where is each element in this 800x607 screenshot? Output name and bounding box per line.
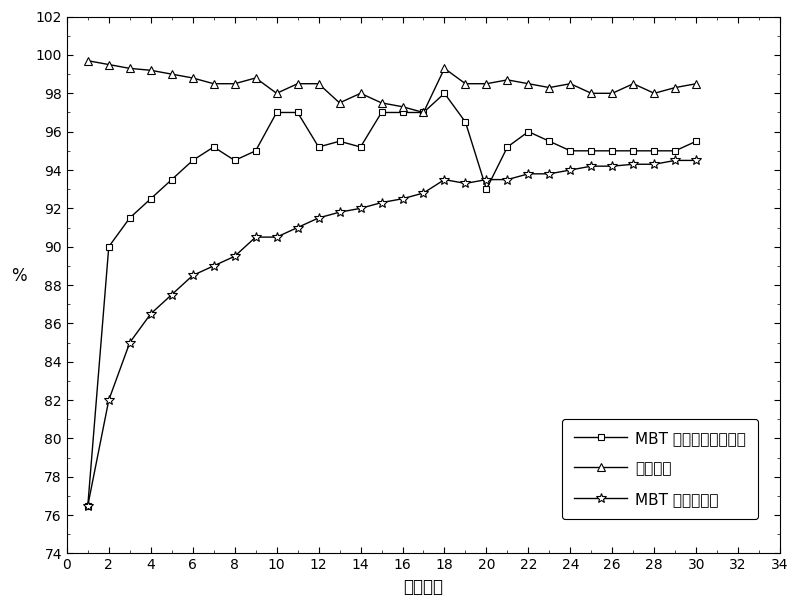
产品纯度: [272, 90, 282, 97]
MBT 产品总收率: [146, 310, 155, 317]
MBT 产品单次反应收率: [461, 118, 470, 126]
MBT 产品总收率: [691, 157, 701, 164]
产品纯度: [650, 90, 659, 97]
MBT 产品总收率: [566, 166, 575, 174]
MBT 产品总收率: [629, 161, 638, 168]
MBT 产品单次反应收率: [629, 147, 638, 154]
MBT 产品总收率: [398, 195, 407, 202]
产品纯度: [251, 74, 261, 81]
X-axis label: 循环次数: 循环次数: [403, 578, 443, 596]
MBT 产品总收率: [104, 396, 114, 404]
产品纯度: [293, 80, 302, 87]
MBT 产品总收率: [545, 170, 554, 177]
产品纯度: [545, 84, 554, 91]
Line: MBT 产品单次反应收率: MBT 产品单次反应收率: [84, 90, 700, 509]
产品纯度: [440, 65, 450, 72]
MBT 产品单次反应收率: [440, 90, 450, 97]
MBT 产品单次反应收率: [502, 143, 512, 151]
MBT 产品单次反应收率: [230, 157, 239, 164]
产品纯度: [230, 80, 239, 87]
产品纯度: [334, 100, 344, 107]
MBT 产品总收率: [188, 272, 198, 279]
产品纯度: [691, 80, 701, 87]
MBT 产品总收率: [334, 209, 344, 216]
产品纯度: [566, 80, 575, 87]
MBT 产品总收率: [272, 234, 282, 241]
MBT 产品单次反应收率: [83, 502, 93, 509]
产品纯度: [83, 57, 93, 64]
MBT 产品单次反应收率: [377, 109, 386, 116]
MBT 产品总收率: [167, 291, 177, 298]
产品纯度: [482, 80, 491, 87]
MBT 产品总收率: [209, 262, 218, 270]
MBT 产品单次反应收率: [272, 109, 282, 116]
Line: 产品纯度: 产品纯度: [84, 56, 700, 117]
MBT 产品单次反应收率: [545, 138, 554, 145]
MBT 产品总收率: [125, 339, 134, 346]
MBT 产品单次反应收率: [586, 147, 596, 154]
产品纯度: [461, 80, 470, 87]
MBT 产品总收率: [440, 176, 450, 183]
MBT 产品单次反应收率: [251, 147, 261, 154]
MBT 产品总收率: [461, 180, 470, 187]
MBT 产品单次反应收率: [650, 147, 659, 154]
MBT 产品单次反应收率: [356, 143, 366, 151]
MBT 产品单次反应收率: [523, 128, 533, 135]
MBT 产品单次反应收率: [482, 186, 491, 193]
产品纯度: [104, 61, 114, 68]
产品纯度: [314, 80, 323, 87]
产品纯度: [670, 84, 680, 91]
MBT 产品单次反应收率: [398, 109, 407, 116]
MBT 产品总收率: [650, 161, 659, 168]
MBT 产品单次反应收率: [691, 138, 701, 145]
MBT 产品总收率: [356, 205, 366, 212]
MBT 产品单次反应收率: [670, 147, 680, 154]
MBT 产品总收率: [83, 502, 93, 509]
产品纯度: [502, 76, 512, 84]
MBT 产品单次反应收率: [418, 109, 428, 116]
MBT 产品总收率: [482, 176, 491, 183]
MBT 产品总收率: [377, 199, 386, 206]
Line: MBT 产品总收率: MBT 产品总收率: [83, 155, 701, 510]
MBT 产品单次反应收率: [146, 195, 155, 202]
产品纯度: [418, 109, 428, 116]
MBT 产品单次反应收率: [104, 243, 114, 250]
产品纯度: [523, 80, 533, 87]
MBT 产品单次反应收率: [293, 109, 302, 116]
MBT 产品总收率: [418, 189, 428, 197]
Legend: MBT 产品单次反应收率, 产品纯度, MBT 产品总收率: MBT 产品单次反应收率, 产品纯度, MBT 产品总收率: [562, 419, 758, 519]
MBT 产品单次反应收率: [314, 143, 323, 151]
产品纯度: [356, 90, 366, 97]
产品纯度: [167, 70, 177, 78]
MBT 产品单次反应收率: [607, 147, 617, 154]
MBT 产品总收率: [670, 157, 680, 164]
产品纯度: [377, 100, 386, 107]
产品纯度: [607, 90, 617, 97]
产品纯度: [146, 67, 155, 74]
MBT 产品单次反应收率: [334, 138, 344, 145]
MBT 产品总收率: [251, 234, 261, 241]
MBT 产品单次反应收率: [167, 176, 177, 183]
MBT 产品总收率: [586, 163, 596, 170]
产品纯度: [629, 80, 638, 87]
MBT 产品单次反应收率: [209, 143, 218, 151]
MBT 产品总收率: [502, 176, 512, 183]
MBT 产品总收率: [230, 253, 239, 260]
MBT 产品总收率: [293, 224, 302, 231]
MBT 产品单次反应收率: [566, 147, 575, 154]
产品纯度: [188, 74, 198, 81]
MBT 产品单次反应收率: [188, 157, 198, 164]
产品纯度: [398, 103, 407, 110]
MBT 产品总收率: [523, 170, 533, 177]
产品纯度: [125, 65, 134, 72]
产品纯度: [586, 90, 596, 97]
MBT 产品单次反应收率: [125, 214, 134, 222]
MBT 产品总收率: [314, 214, 323, 222]
Y-axis label: %: %: [11, 267, 26, 285]
MBT 产品总收率: [607, 163, 617, 170]
产品纯度: [209, 80, 218, 87]
